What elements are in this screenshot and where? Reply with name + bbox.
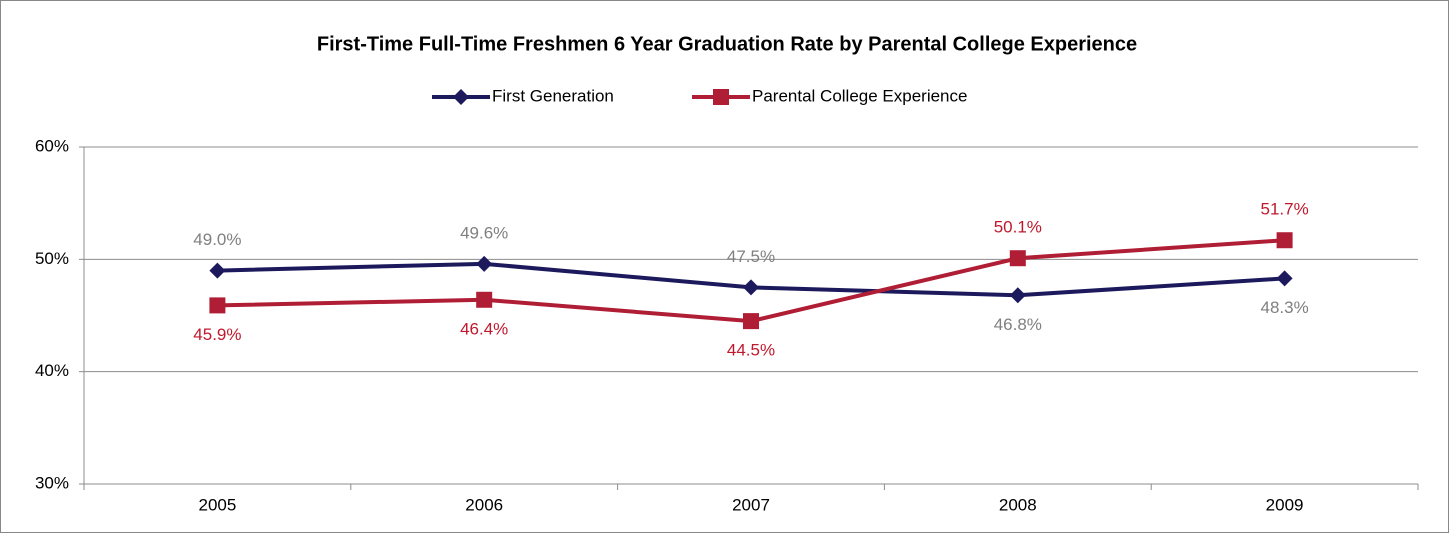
point-marker	[1276, 270, 1293, 287]
data-label: 51.7%	[1260, 200, 1308, 219]
data-label: 49.0%	[193, 230, 241, 249]
x-tick-label: 2009	[1266, 495, 1304, 514]
data-label: 48.3%	[1260, 298, 1308, 317]
point-marker	[1009, 250, 1026, 267]
data-label: 46.8%	[994, 315, 1042, 334]
legend-label: Parental College Experience	[752, 86, 967, 105]
legend-marker	[713, 89, 729, 105]
chart-title: First-Time Full-Time Freshmen 6 Year Gra…	[317, 33, 1137, 55]
x-tick-label: 2007	[732, 495, 770, 514]
data-label: 47.5%	[727, 247, 775, 266]
legend-label: First Generation	[492, 86, 614, 105]
data-label: 50.1%	[994, 218, 1042, 237]
y-tick-label: 50%	[35, 249, 69, 268]
point-marker	[1276, 232, 1293, 249]
point-marker	[476, 255, 493, 272]
point-marker	[1009, 287, 1026, 304]
legend-marker	[453, 89, 469, 105]
y-tick-label: 30%	[35, 473, 69, 492]
point-marker	[743, 313, 759, 330]
point-marker	[209, 262, 226, 279]
data-label: 44.5%	[727, 341, 775, 360]
x-tick-label: 2008	[999, 495, 1037, 514]
x-tick-label: 2005	[198, 495, 236, 514]
point-marker	[743, 279, 759, 296]
data-label: 46.4%	[460, 319, 508, 338]
y-tick-label: 40%	[35, 361, 69, 380]
point-marker	[209, 297, 226, 314]
y-tick-label: 60%	[35, 136, 69, 155]
point-marker	[476, 291, 493, 308]
x-tick-label: 2006	[465, 495, 503, 514]
data-label: 45.9%	[193, 325, 241, 344]
data-label: 49.6%	[460, 223, 508, 242]
